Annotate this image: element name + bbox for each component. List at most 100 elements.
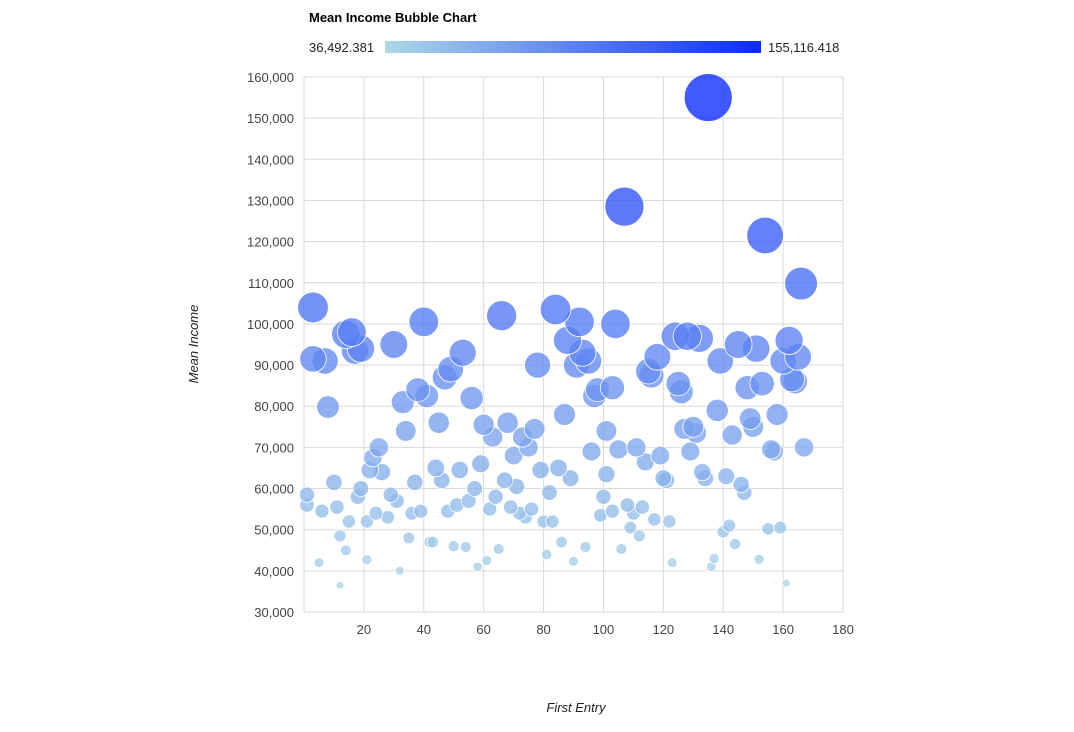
bubble-point (406, 473, 424, 491)
bubble-point (732, 475, 750, 493)
bubble-point (604, 503, 620, 519)
bubble-point (608, 439, 629, 460)
bubble-point (427, 411, 450, 434)
y-tick-label: 70,000 (254, 440, 294, 455)
bubble-point (531, 460, 550, 480)
bubble-point (545, 514, 560, 529)
bubble-point (647, 512, 662, 527)
bubble-point (471, 454, 491, 474)
bubble-point (626, 437, 647, 458)
bubble-point (361, 554, 373, 566)
x-tick-label: 120 (652, 622, 674, 637)
bubble-point (680, 441, 701, 462)
x-tick-label: 180 (832, 622, 854, 637)
bubble-point (549, 458, 568, 478)
bubble-point (297, 291, 329, 324)
bubble-point (774, 325, 804, 355)
bubble-point (561, 469, 580, 488)
bubble-point (487, 488, 504, 505)
bubble-point (595, 420, 618, 442)
bubble-point (405, 377, 431, 403)
bubble-point (299, 345, 327, 373)
y-tick-label: 80,000 (254, 399, 294, 414)
bubble-point (723, 330, 753, 359)
bubble-point (632, 529, 646, 543)
x-tick-label: 140 (712, 622, 734, 637)
bubble-point (313, 557, 325, 568)
bubble-point (683, 73, 733, 122)
bubble-point (746, 216, 784, 255)
bubble-point (379, 330, 409, 359)
y-tick-label: 90,000 (254, 358, 294, 373)
bubble-point (540, 548, 553, 561)
bubble-point (329, 499, 345, 515)
bubble-point (717, 467, 736, 486)
bubble-point (599, 375, 625, 401)
bubble-point (672, 321, 702, 351)
y-tick-label: 40,000 (254, 564, 294, 579)
bubble-point (708, 553, 720, 564)
bubble-point (337, 317, 367, 347)
colorbar-max-label: 155,116.418 (768, 40, 840, 55)
bubble-point (693, 463, 712, 482)
bubble-point (459, 385, 484, 411)
colorbar-gradient (385, 41, 761, 53)
bubble-point (595, 488, 612, 505)
y-axis-title: Mean Income (186, 305, 201, 384)
colorbar-min-label: 36,492.381 (309, 40, 375, 55)
x-tick-label: 100 (593, 622, 615, 637)
bubble-point (368, 505, 384, 521)
y-tick-label: 60,000 (254, 482, 294, 497)
bubble-point (450, 460, 469, 480)
y-tick-label: 120,000 (247, 235, 294, 250)
bubble-point (729, 538, 742, 551)
bubble-point (539, 293, 572, 326)
bubble-point (682, 415, 705, 438)
bubble-point (722, 518, 737, 533)
bubble-point (749, 370, 775, 397)
bubble-point (325, 473, 343, 491)
bubble-point (753, 553, 765, 565)
x-tick-label: 60 (476, 622, 490, 637)
x-tick-label: 20 (357, 622, 371, 637)
bubble-point (541, 484, 558, 501)
bubble-point (503, 499, 519, 515)
bubble-point (662, 514, 677, 529)
bubble-point (721, 424, 743, 446)
x-axis-title: First Entry (546, 700, 607, 715)
bubble-point (706, 347, 734, 375)
bubble-point (426, 458, 445, 478)
bubble-point (448, 338, 477, 367)
bubble-point (615, 543, 628, 555)
bubble-point (666, 557, 678, 568)
bubble-point (459, 541, 472, 553)
bubble-point (604, 186, 645, 227)
bubble-point (524, 501, 540, 517)
bubble-point (382, 486, 399, 503)
bubble-point (794, 437, 815, 458)
bubble-point (447, 540, 460, 553)
chart-title: Mean Income Bubble Chart (309, 10, 477, 25)
x-tick-label: 80 (536, 622, 550, 637)
bubble-point (738, 407, 762, 430)
bubble-point (298, 486, 316, 503)
bubble-point (665, 370, 691, 397)
bubble-point (340, 544, 352, 557)
bubble-point (316, 395, 340, 419)
bubble-point (761, 522, 775, 536)
bubble-point (784, 266, 818, 301)
bubble-point (472, 561, 483, 572)
bubble-point (524, 351, 551, 379)
x-tick-label: 160 (772, 622, 794, 637)
bubble-point (705, 398, 729, 422)
bubble-point (395, 420, 417, 442)
bubble-point (654, 469, 673, 488)
bubble-point (523, 418, 546, 440)
bubble-point (781, 578, 791, 588)
bubble-point (335, 580, 345, 590)
bubble-point (394, 565, 405, 576)
bubble-point (765, 403, 789, 426)
y-tick-label: 150,000 (247, 111, 294, 126)
bubble-point (568, 556, 579, 567)
